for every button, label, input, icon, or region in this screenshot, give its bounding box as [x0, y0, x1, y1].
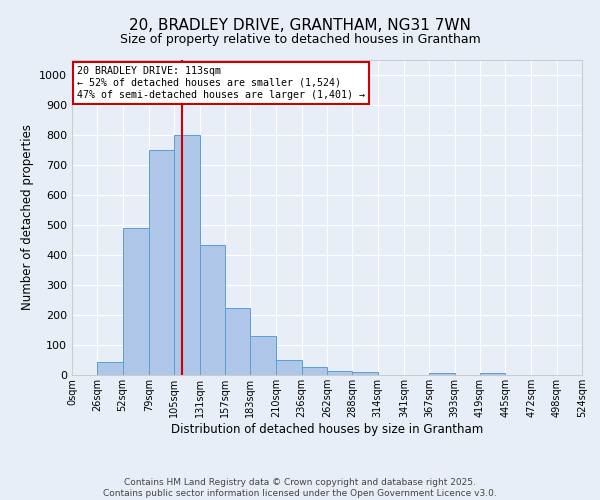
Text: 20, BRADLEY DRIVE, GRANTHAM, NG31 7WN: 20, BRADLEY DRIVE, GRANTHAM, NG31 7WN [129, 18, 471, 32]
Bar [352, 372, 377, 375]
X-axis label: Distribution of detached houses by size in Grantham: Distribution of detached houses by size … [171, 422, 483, 436]
Bar [277, 360, 302, 375]
Y-axis label: Number of detached properties: Number of detached properties [20, 124, 34, 310]
Bar [97, 362, 122, 375]
Bar [199, 244, 225, 375]
Bar [225, 308, 250, 375]
Text: Contains HM Land Registry data © Crown copyright and database right 2025.
Contai: Contains HM Land Registry data © Crown c… [103, 478, 497, 498]
Text: Size of property relative to detached houses in Grantham: Size of property relative to detached ho… [119, 32, 481, 46]
Bar [302, 366, 327, 375]
Bar [250, 336, 277, 375]
Bar [174, 135, 200, 375]
Bar [122, 228, 149, 375]
Text: 20 BRADLEY DRIVE: 113sqm
← 52% of detached houses are smaller (1,524)
47% of sem: 20 BRADLEY DRIVE: 113sqm ← 52% of detach… [77, 66, 365, 100]
Bar [149, 150, 174, 375]
Bar [327, 370, 352, 375]
Bar [429, 373, 455, 375]
Bar [480, 373, 505, 375]
